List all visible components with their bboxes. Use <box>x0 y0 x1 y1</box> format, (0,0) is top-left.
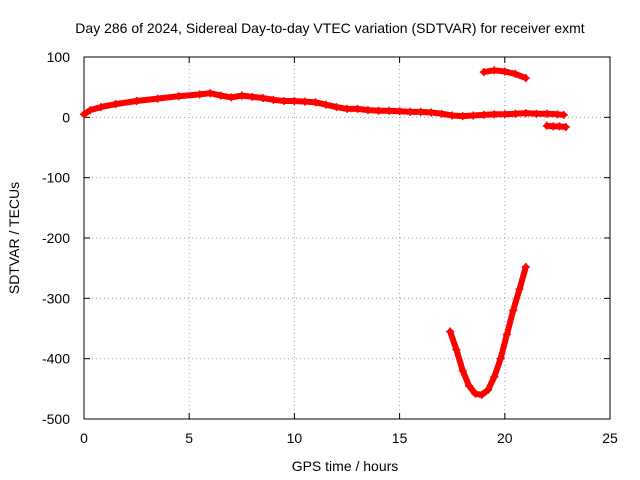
data-point <box>521 74 530 83</box>
data-point <box>515 285 524 294</box>
data-point <box>532 109 541 118</box>
data-point <box>502 330 511 339</box>
y-tick-label: 0 <box>62 109 70 125</box>
series-line <box>447 264 529 398</box>
x-tick-label: 15 <box>392 430 408 446</box>
data-point <box>258 94 267 103</box>
data-point <box>500 110 509 119</box>
y-tick-label: -500 <box>42 411 70 427</box>
data-point <box>195 90 204 99</box>
data-point <box>542 109 551 118</box>
data-point <box>385 106 394 115</box>
data-point <box>458 366 467 375</box>
series-main-track <box>80 89 568 121</box>
data-point <box>416 107 425 116</box>
data-point <box>374 106 383 115</box>
x-tick-label: 25 <box>602 430 618 446</box>
data-point <box>248 92 257 101</box>
data-point <box>490 372 499 381</box>
data-point <box>311 98 320 107</box>
data-point <box>427 108 436 117</box>
data-point <box>561 122 570 131</box>
chart-title: Day 286 of 2024, Sidereal Day-to-day VTE… <box>75 20 584 36</box>
data-point <box>364 106 373 115</box>
data-point <box>80 110 88 119</box>
axis-ticks: 0 5 10 15 20 25 100 0 -100 -200 -300 -400 -500 <box>42 49 618 446</box>
data-point <box>206 89 215 98</box>
data-point <box>395 107 404 116</box>
data-point <box>479 68 488 77</box>
data-point <box>465 381 474 390</box>
data-point <box>452 345 461 354</box>
data-point <box>153 94 162 103</box>
data-point <box>477 390 486 399</box>
data-point <box>96 103 105 112</box>
data-point <box>469 111 478 120</box>
series-dip-track <box>446 262 530 399</box>
data-point <box>496 354 505 363</box>
y-tick-label: -300 <box>42 290 70 306</box>
data-point <box>86 106 95 115</box>
data-point <box>490 66 499 75</box>
data-point <box>511 69 520 78</box>
data-point <box>216 91 225 100</box>
data-point <box>269 95 278 104</box>
data-point <box>559 110 568 119</box>
data-point <box>300 97 309 106</box>
data-point <box>174 92 183 101</box>
data-point <box>406 107 415 116</box>
x-tick-label: 0 <box>80 430 88 446</box>
x-tick-label: 5 <box>185 430 193 446</box>
y-tick-label: -200 <box>42 230 70 246</box>
data-point <box>321 100 330 109</box>
data-point <box>511 109 520 118</box>
data-point <box>332 103 341 112</box>
y-axis-title: SDTVAR / TECUs <box>6 182 22 294</box>
data-point <box>479 110 488 119</box>
data-point <box>500 67 509 76</box>
y-tick-label: -400 <box>42 351 70 367</box>
data-point <box>448 111 457 120</box>
data-point <box>521 109 530 118</box>
data-point <box>132 97 141 106</box>
data-point <box>227 93 236 102</box>
data-point <box>343 104 351 113</box>
data-point <box>458 112 467 121</box>
data-point <box>437 109 446 118</box>
data-point <box>353 104 362 113</box>
data-series <box>80 66 570 399</box>
data-point <box>237 91 246 100</box>
data-point <box>509 306 518 315</box>
data-point <box>111 100 120 109</box>
data-point <box>483 386 492 395</box>
data-point <box>471 389 480 398</box>
series-lower-short-track <box>542 121 570 131</box>
series-upper-short-track <box>479 66 530 83</box>
data-point <box>490 110 499 119</box>
x-tick-label: 10 <box>287 430 303 446</box>
data-point <box>521 262 530 271</box>
data-point <box>279 97 288 106</box>
data-point <box>290 97 299 106</box>
data-point <box>446 327 455 336</box>
y-tick-label: 100 <box>47 49 71 65</box>
y-tick-label: -100 <box>42 170 70 186</box>
x-axis-title: GPS time / hours <box>292 458 399 474</box>
x-tick-label: 20 <box>497 430 513 446</box>
